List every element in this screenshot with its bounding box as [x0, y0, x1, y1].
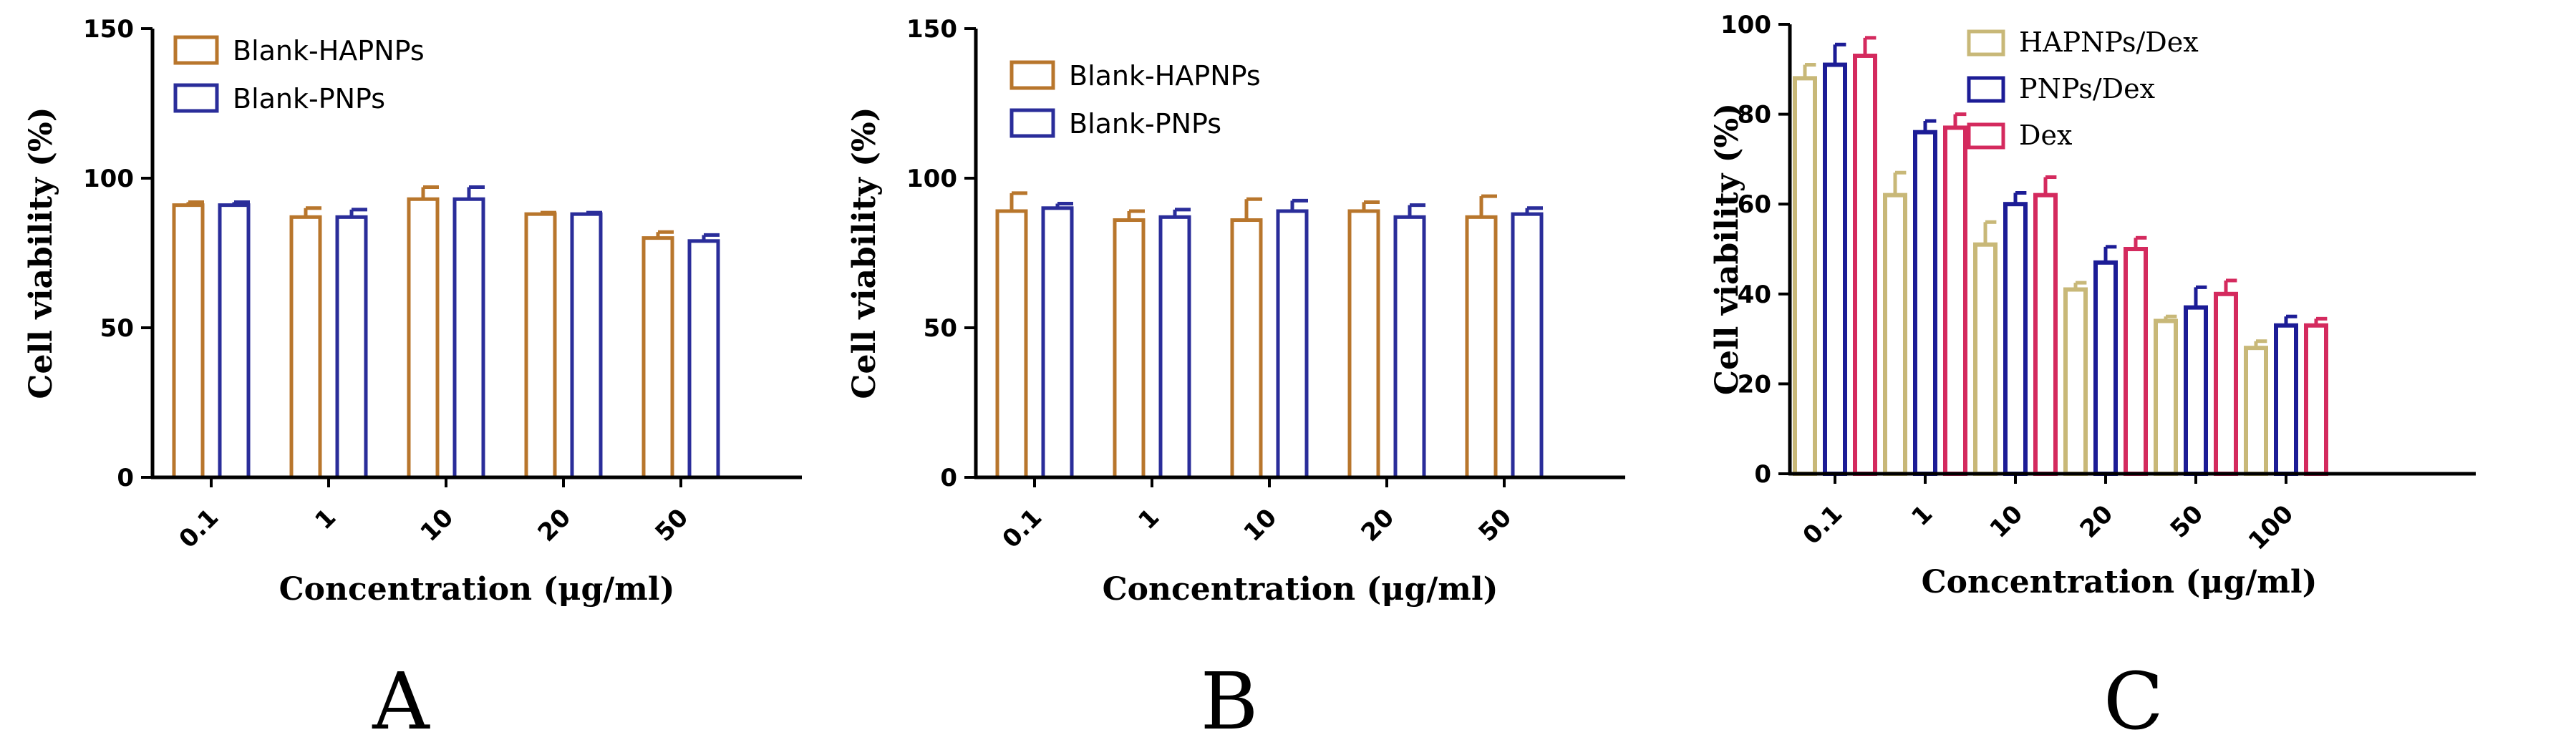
bar	[1853, 53, 1877, 476]
x-tick-label: 20	[533, 503, 577, 547]
chart-panel-b: 0 50 100 150 0.1 1 10 20 50 Concentration (μg/ml)…	[846, 15, 1625, 747]
x-tick-label: 0.1	[173, 503, 224, 554]
legend-swatch	[173, 35, 219, 65]
y-tick-label: 40	[1738, 281, 1771, 309]
legend-swatch	[1967, 76, 2005, 103]
bar	[1230, 218, 1263, 479]
x-tick-label: 50	[1473, 503, 1518, 547]
x-tick-label: 100	[2243, 500, 2299, 555]
legend-label: Blank-HAPNPs	[233, 35, 425, 67]
bar	[1158, 215, 1191, 479]
x-tick-label: 10	[415, 503, 460, 547]
legend-label: HAPNPs/Dex	[2019, 26, 2199, 58]
bar	[1511, 212, 1544, 479]
bar	[335, 215, 368, 479]
legend-swatch	[173, 83, 219, 113]
y-tick-label: 150	[83, 15, 134, 44]
legend-swatch	[1967, 122, 2005, 150]
chart-panel-a: 0 50 100 150 0.1 1 10 20 50 Concentration (μg/ml)…	[23, 15, 802, 747]
panel-label: C	[2103, 656, 2164, 747]
legend-label: Blank-HAPNPs	[1069, 60, 1261, 92]
y-tick-label: 50	[100, 314, 134, 343]
y-axis-title: Cell viability (%)	[1709, 103, 1745, 395]
x-tick-label: 50	[2165, 500, 2209, 544]
x-axis-title: Concentration (μg/ml)	[1922, 564, 2318, 600]
y-tick-label: 80	[1738, 101, 1771, 130]
bar	[2003, 202, 2028, 476]
bar	[407, 197, 440, 479]
bar	[1465, 215, 1498, 479]
bar	[995, 209, 1028, 479]
bar	[1883, 193, 1907, 476]
bar	[2124, 247, 2148, 476]
x-tick-label: 1	[1906, 500, 1938, 532]
x-tick-label: 10	[1239, 503, 1283, 547]
legend-swatch	[1967, 29, 2005, 57]
bar	[2154, 318, 2178, 477]
bar	[1943, 125, 1967, 476]
legend-label: Blank-PNPs	[233, 83, 385, 115]
bar	[289, 215, 322, 479]
bar	[687, 239, 720, 479]
y-tick-label: 0	[940, 464, 957, 492]
y-tick-label: 50	[924, 314, 957, 343]
bar	[2063, 287, 2088, 476]
y-tick-label: 100	[83, 165, 134, 193]
y-tick-label: 20	[1738, 370, 1771, 399]
legend-swatch	[1009, 108, 1055, 138]
bar	[2244, 346, 2268, 476]
y-tick-label: 60	[1738, 190, 1771, 219]
bar	[1113, 218, 1146, 479]
bar	[2274, 323, 2298, 477]
bar	[2304, 323, 2328, 477]
bar	[1041, 206, 1074, 479]
bar	[1393, 215, 1426, 479]
panel-label: A	[372, 656, 430, 747]
legend-swatch	[1009, 60, 1055, 90]
x-tick-label: 0.1	[997, 503, 1047, 554]
x-axis-title: Concentration (μg/ml)	[279, 571, 675, 608]
x-tick-label: 1	[1133, 503, 1165, 535]
bar	[1347, 209, 1380, 479]
panel-label: B	[1201, 656, 1259, 747]
chart-panel-c: 0 20 40 60 80 100 0.1 1 10 20 50 100 Concentration (…	[1709, 11, 2476, 747]
bar	[641, 236, 674, 479]
bar	[452, 197, 485, 479]
x-tick-label: 20	[1356, 503, 1400, 547]
x-tick-label: 1	[309, 503, 342, 535]
bar	[1973, 242, 1998, 476]
x-tick-label: 0.1	[1797, 500, 1848, 550]
bar	[2184, 305, 2208, 477]
y-tick-label: 100	[1720, 11, 1771, 39]
legend-label: Dex	[2019, 120, 2072, 151]
bar	[1276, 209, 1309, 479]
bar	[1793, 76, 1817, 477]
bar	[1823, 62, 1847, 476]
y-axis-title: Cell viability (%)	[846, 107, 883, 399]
bar	[218, 203, 251, 479]
y-axis-title: Cell viability (%)	[23, 107, 59, 399]
bar	[172, 203, 205, 479]
x-tick-label: 10	[1985, 500, 2029, 544]
y-tick-label: 100	[906, 165, 957, 193]
x-tick-label: 50	[650, 503, 694, 547]
x-axis-title: Concentration (μg/ml)	[1103, 571, 1498, 608]
y-tick-label: 0	[1754, 460, 1771, 489]
legend-label: PNPs/Dex	[2019, 73, 2155, 104]
legend-label: Blank-PNPs	[1069, 108, 1221, 140]
y-tick-label: 0	[117, 464, 134, 492]
bar	[524, 212, 557, 479]
y-tick-label: 150	[906, 15, 957, 44]
x-tick-label: 20	[2075, 500, 2119, 544]
bar	[1913, 130, 1937, 476]
bar	[2093, 260, 2118, 476]
bar	[570, 212, 603, 479]
bar	[2033, 193, 2058, 476]
bar	[2214, 291, 2238, 476]
